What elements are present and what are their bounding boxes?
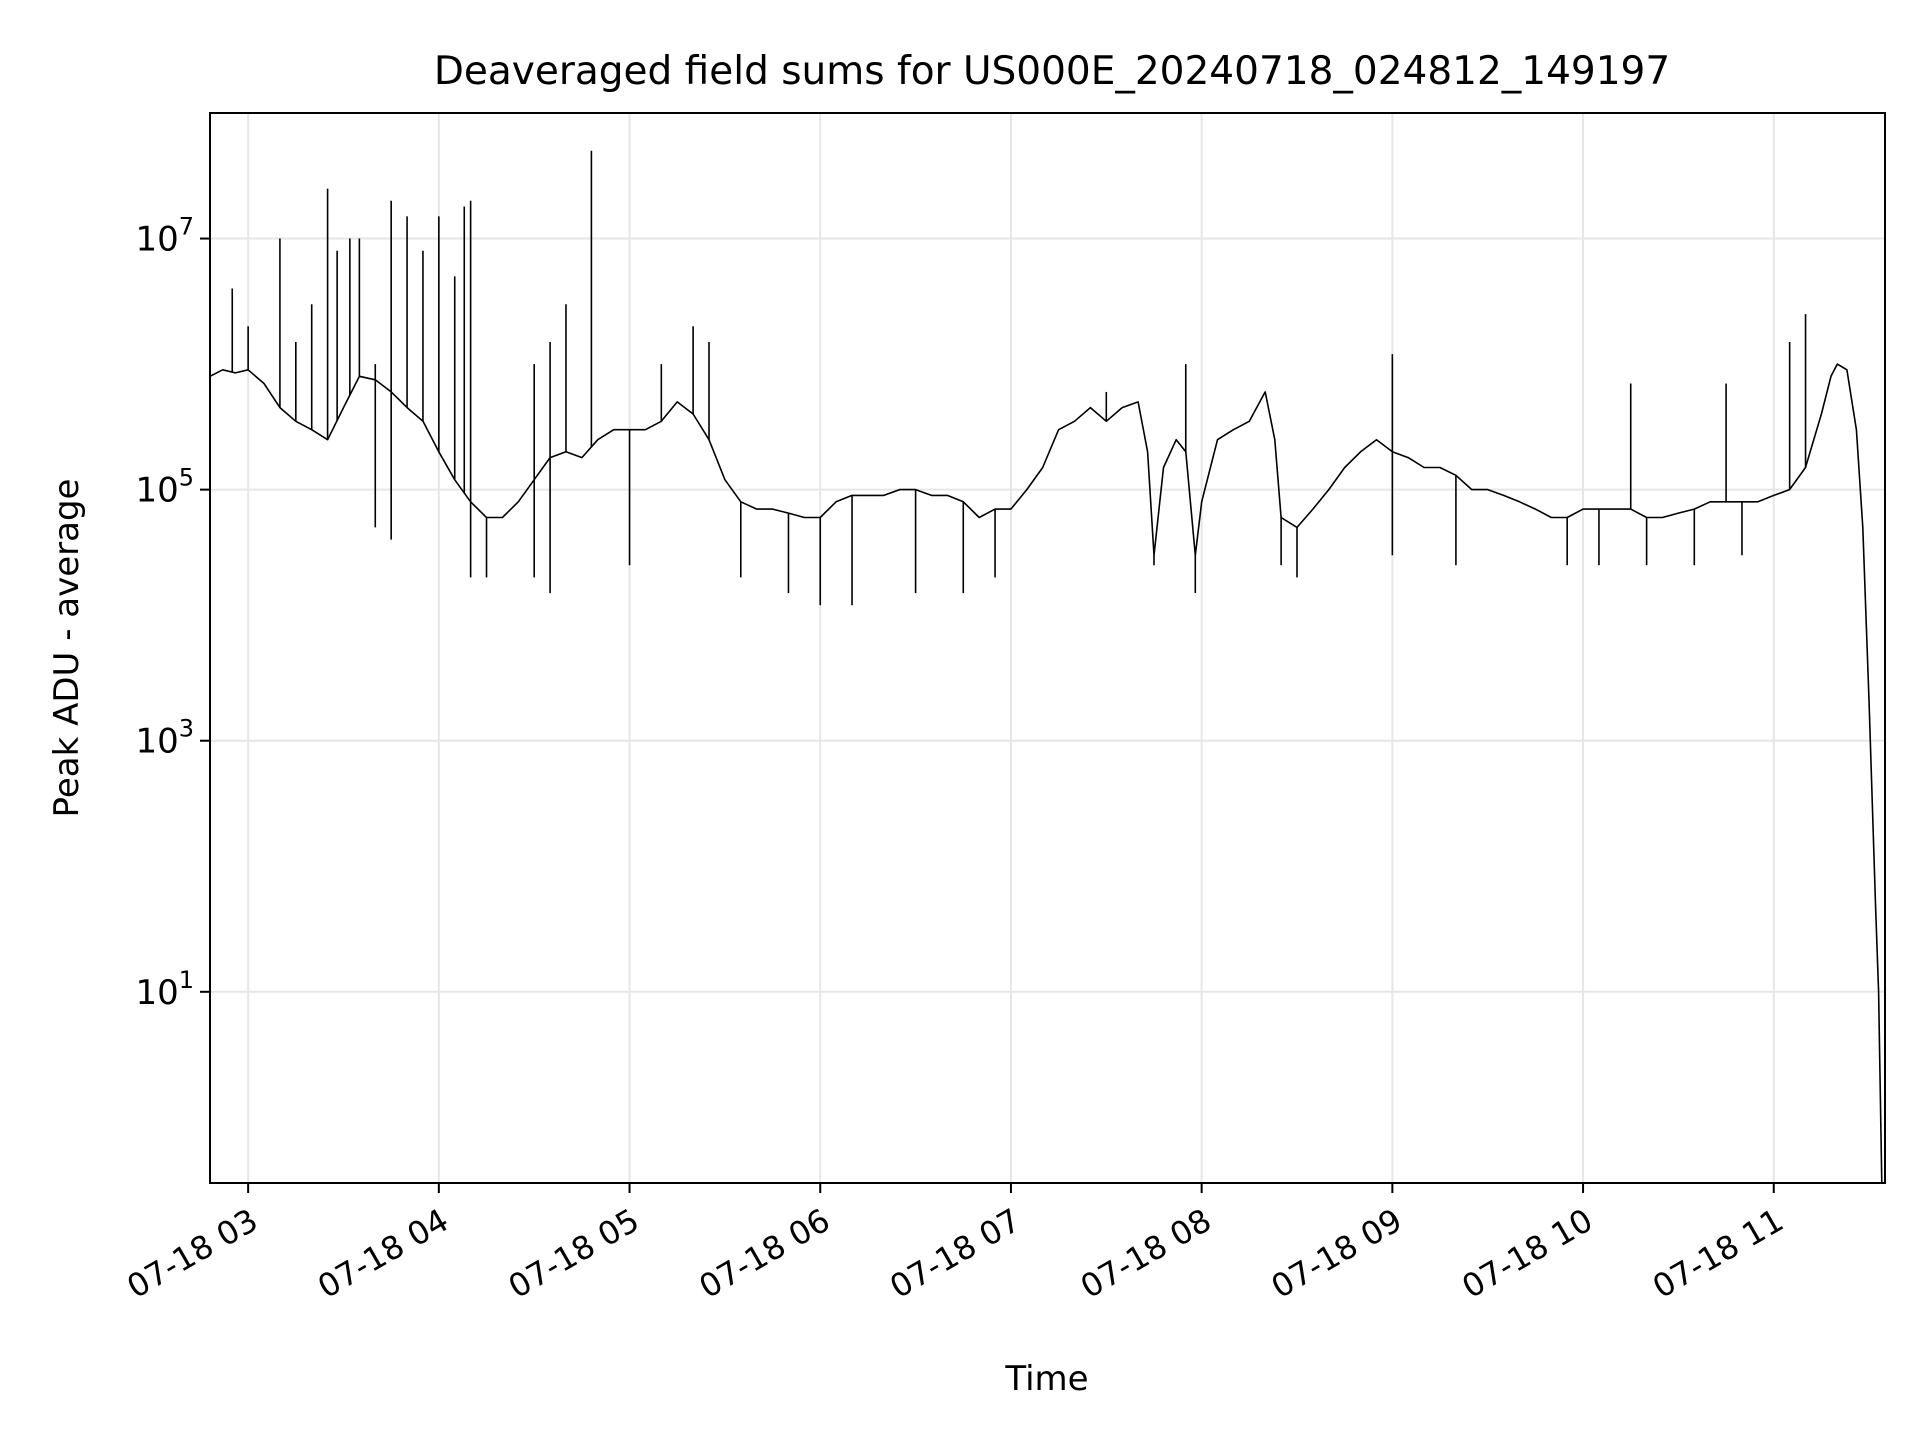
series-line — [209, 363, 1883, 1184]
x-axis-label: Time — [1004, 1359, 1088, 1399]
y-axis-label: Peak ADU - average — [47, 479, 87, 818]
grid — [210, 113, 1885, 1183]
y-tick-label: 105 — [135, 464, 194, 511]
y-tick-label: 107 — [135, 213, 194, 260]
y-tick-label: 101 — [135, 966, 194, 1013]
y-axis: 101 103 105 107 — [135, 213, 210, 1013]
plot-area — [209, 150, 1883, 1184]
y-tick-label: 103 — [135, 715, 194, 762]
chart-title: Deaveraged field sums for US000E_2024071… — [434, 49, 1670, 94]
plot-frame — [209, 112, 1886, 1184]
